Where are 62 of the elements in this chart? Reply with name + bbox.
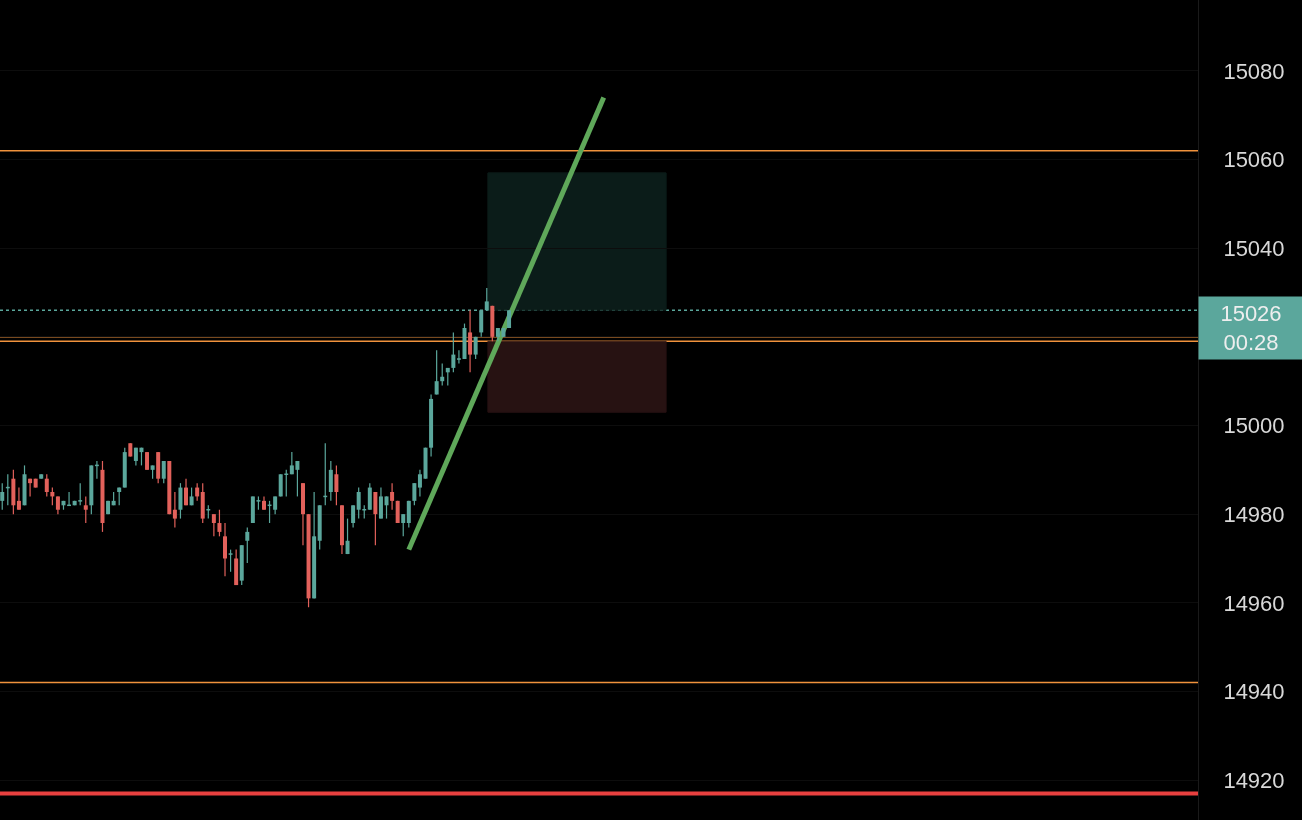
candlestick (434, 349, 439, 396)
candlestick (122, 447, 127, 489)
y-tick-label: 15080 (1223, 58, 1285, 84)
candlestick (312, 491, 317, 599)
candlestick (211, 513, 216, 537)
candlestick (44, 473, 49, 498)
candlestick (161, 460, 166, 484)
candlestick (100, 460, 105, 533)
candlestick (11, 469, 16, 515)
y-tick-label: 15040 (1223, 235, 1285, 261)
candlestick (351, 504, 356, 529)
candlestick (227, 549, 234, 573)
candlestick (373, 491, 378, 546)
candlestick (16, 486, 21, 511)
candlestick (456, 349, 462, 365)
candlestick (22, 464, 27, 506)
y-tick-label: 14940 (1223, 679, 1285, 705)
candlestick (390, 482, 395, 511)
candlestick (339, 504, 344, 555)
candlestick (89, 464, 94, 515)
candlestick (412, 482, 417, 506)
candlestick (200, 482, 205, 524)
candlestick (479, 309, 484, 338)
candlestick (367, 482, 372, 511)
candlestick (451, 331, 456, 373)
candlestick (306, 513, 311, 608)
ref-line-label: 15026 00:28 (1220, 301, 1282, 355)
candlestick (395, 500, 400, 524)
candlestick (417, 469, 422, 498)
candlestick (334, 464, 339, 506)
candlestick (378, 486, 383, 520)
candlestick (473, 336, 478, 360)
candlestick (429, 393, 434, 458)
y-tick-label: 15060 (1223, 147, 1285, 173)
y-tick-label: 14920 (1223, 767, 1285, 793)
candlestick (178, 482, 183, 520)
candlestick (234, 549, 239, 586)
candlestick (0, 482, 5, 511)
candlestick (223, 522, 228, 577)
candlestick (406, 500, 411, 529)
y-tick-label: 15000 (1223, 413, 1285, 439)
candlestick (156, 451, 161, 484)
candlestick (217, 509, 222, 537)
candlestick (384, 495, 389, 520)
candlestick (401, 513, 406, 537)
candlestick (490, 305, 495, 342)
candlestick (317, 504, 322, 551)
candlestick (462, 322, 467, 360)
candlestick (83, 495, 88, 524)
candlestick (239, 544, 244, 586)
candlestick (423, 447, 428, 480)
y-tick-label: 14960 (1223, 590, 1285, 616)
candlestick (300, 482, 305, 546)
candlestick (77, 482, 83, 506)
y-tick-label: 14980 (1223, 501, 1285, 527)
candlestick (328, 460, 333, 502)
candlestick (345, 517, 350, 555)
candlestick (468, 309, 473, 373)
candlestick (184, 478, 189, 506)
candlestick (167, 460, 172, 515)
candlestick (172, 491, 177, 529)
candlestick (245, 526, 250, 564)
